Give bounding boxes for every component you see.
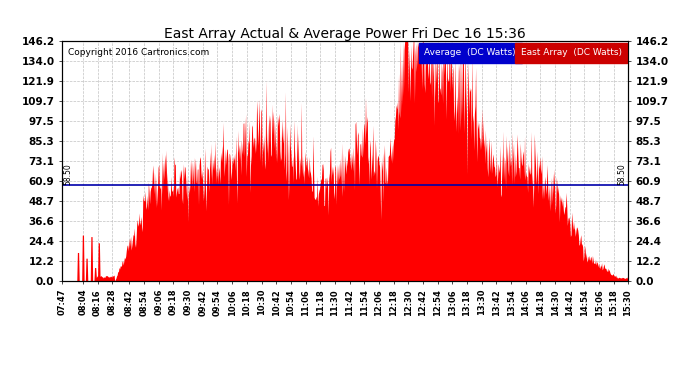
Text: Copyright 2016 Cartronics.com: Copyright 2016 Cartronics.com xyxy=(68,48,209,57)
Title: East Array Actual & Average Power Fri Dec 16 15:36: East Array Actual & Average Power Fri De… xyxy=(164,27,526,41)
Legend: Average  (DC Watts), East Array  (DC Watts): Average (DC Watts), East Array (DC Watts… xyxy=(420,46,623,59)
Text: 58.50: 58.50 xyxy=(63,164,72,185)
Text: 58.50: 58.50 xyxy=(618,164,627,185)
